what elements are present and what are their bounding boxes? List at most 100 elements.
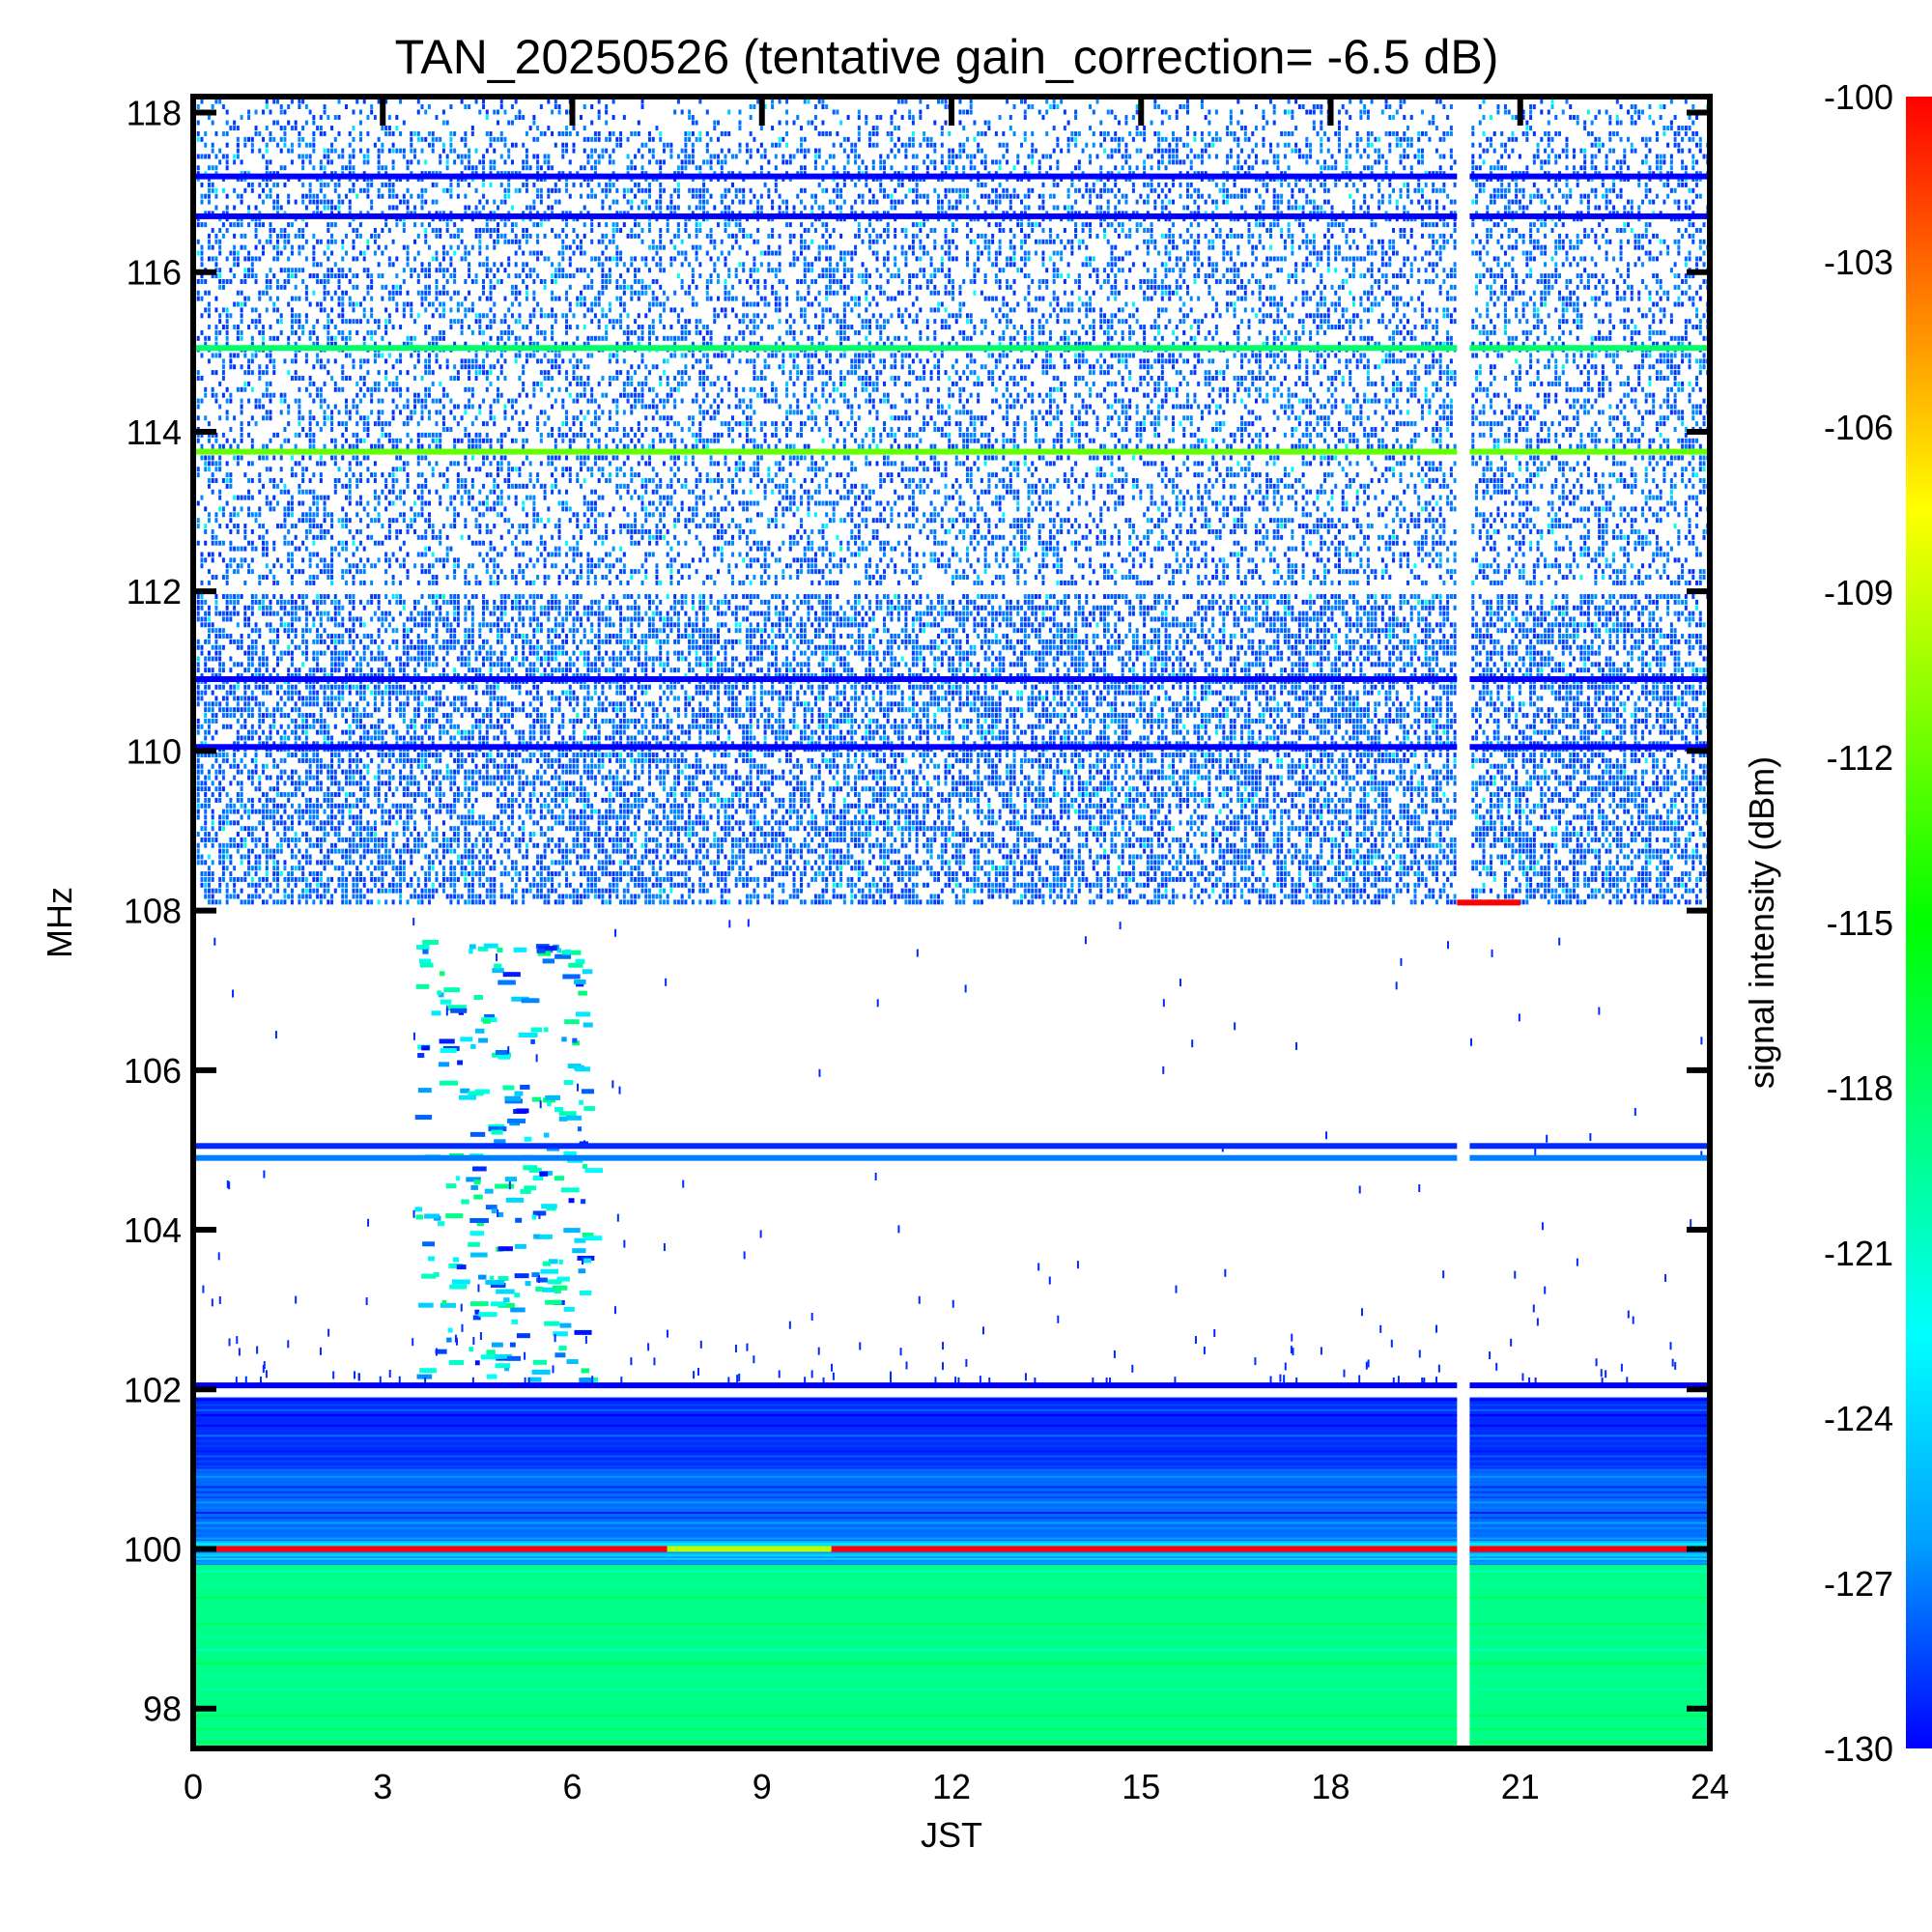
heatmap-cell (995, 871, 998, 876)
heatmap-cell (1038, 786, 1041, 791)
heatmap-cell (897, 810, 900, 814)
heatmap-cell (573, 826, 576, 831)
heatmap-cell (663, 810, 666, 814)
heatmap-cell (1598, 786, 1601, 791)
heatmap-cell (410, 883, 412, 888)
heatmap-cell (1435, 810, 1438, 814)
heatmap-cell (1205, 843, 1208, 848)
heatmap-cell (583, 854, 586, 859)
heatmap-cell (522, 838, 525, 842)
heatmap-cell (1132, 866, 1135, 870)
heatmap-cell (966, 877, 969, 882)
heatmap-cell (255, 810, 258, 814)
heatmap-cell (862, 899, 865, 904)
heatmap-cell (1309, 871, 1312, 876)
heatmap-cell (428, 804, 431, 809)
heatmap-cell (659, 877, 662, 882)
heatmap-cell (266, 899, 269, 904)
heatmap-cell (810, 814, 813, 819)
heatmap-cell (341, 838, 344, 842)
heatmap-cell (266, 810, 269, 814)
heatmap-cell (1114, 786, 1117, 791)
heatmap-cell (500, 792, 503, 797)
heatmap-cell (1041, 814, 1044, 819)
heatmap-cell (540, 889, 543, 894)
heatmap-cell (952, 814, 954, 819)
heatmap-cell (1124, 814, 1127, 819)
heatmap-cell (1374, 820, 1377, 825)
heatmap-cell (1450, 849, 1453, 854)
heatmap-cell (598, 810, 601, 814)
heatmap-cell (750, 814, 753, 819)
heatmap-cell (1345, 877, 1348, 882)
heatmap-cell (1103, 832, 1106, 837)
heatmap-cell (1053, 866, 1056, 870)
heatmap-cell (1219, 866, 1222, 870)
heatmap-cell (1605, 820, 1608, 825)
heatmap-cell (1504, 889, 1507, 894)
heatmap-cell (1565, 804, 1568, 809)
heatmap-cell (684, 854, 687, 859)
heatmap-cell (471, 899, 474, 904)
heatmap-cell (688, 877, 691, 882)
heatmap-cell (1537, 860, 1540, 865)
heatmap-cell (1028, 889, 1031, 894)
heatmap-band-row (1469, 1481, 1710, 1483)
heatmap-cell (1016, 832, 1019, 837)
heatmap-cell (359, 854, 362, 859)
heatmap-cell (1110, 877, 1113, 882)
heatmap-cell (1255, 877, 1258, 882)
heatmap-cell (497, 832, 499, 837)
heatmap-cell (229, 894, 232, 898)
heatmap-cell (980, 889, 983, 894)
heatmap-cell (432, 894, 435, 898)
heatmap-cell (1028, 883, 1031, 888)
heatmap-cell (1363, 814, 1366, 819)
heatmap-cell (1291, 843, 1293, 848)
heatmap-cell (468, 899, 470, 904)
heatmap-cell (945, 883, 948, 888)
heatmap-cell (1378, 854, 1380, 859)
heatmap-cell (1652, 820, 1655, 825)
heatmap-cell (1525, 883, 1528, 888)
heatmap-cell (796, 810, 799, 814)
heatmap-cell (810, 786, 813, 791)
heatmap-cell (1432, 866, 1435, 870)
heatmap-cell (1627, 792, 1630, 797)
heatmap-cell (883, 866, 886, 870)
heatmap-cell (1666, 814, 1669, 819)
heatmap-cell (586, 894, 589, 898)
heatmap-cell (710, 804, 713, 809)
heatmap-cell (706, 899, 709, 904)
heatmap-cell (1259, 889, 1262, 894)
heatmap-cell (1388, 798, 1391, 803)
heatmap-cell (247, 883, 250, 888)
heatmap-cell (1096, 832, 1099, 837)
heatmap-cell (493, 826, 496, 831)
heatmap-cell (1342, 804, 1345, 809)
heatmap-cell (684, 877, 687, 882)
heatmap-cell (1652, 899, 1655, 904)
heatmap-cell (1176, 866, 1179, 870)
heatmap-cell (1255, 832, 1258, 837)
heatmap-cell (941, 792, 944, 797)
heatmap-cell (1504, 860, 1507, 865)
heatmap-cell (724, 871, 727, 876)
heatmap-band-row (1469, 1409, 1710, 1411)
heatmap-cell (1529, 810, 1532, 814)
heatmap-cell (399, 877, 402, 882)
heatmap-cell (233, 889, 236, 894)
heatmap-cell (1024, 810, 1027, 814)
heatmap-cell (904, 786, 907, 791)
heatmap-cell (395, 786, 398, 791)
heatmap-cell (1356, 899, 1359, 904)
heatmap-cell (1215, 877, 1218, 882)
heatmap-cell (272, 860, 275, 865)
heatmap-cell (226, 810, 229, 814)
heatmap-cell (746, 798, 749, 803)
heatmap-cell (1053, 871, 1056, 876)
heatmap-cell (1139, 883, 1142, 888)
heatmap-cell (1475, 826, 1478, 831)
heatmap-cell (1511, 786, 1514, 791)
heatmap-cell (1320, 786, 1322, 791)
